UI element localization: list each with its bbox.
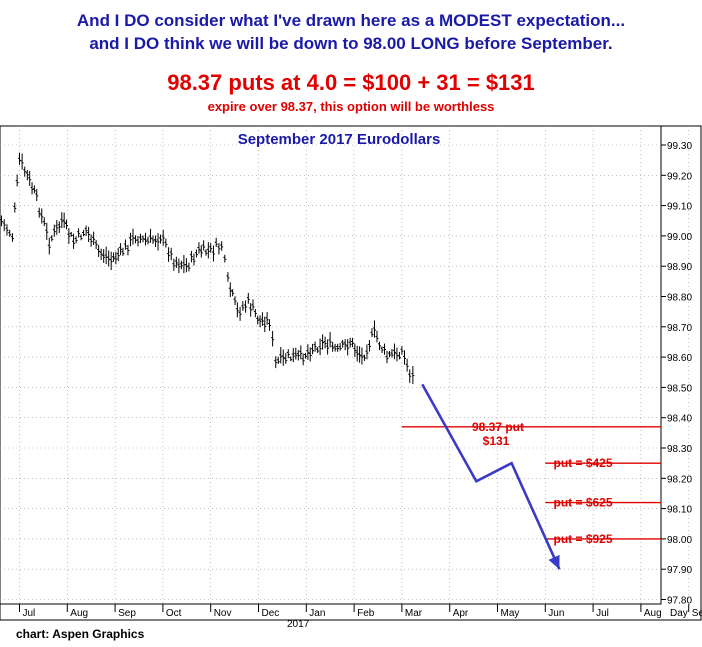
put-levels: 98.37 put$131 put = $425 put = $625 put = $…: [401, 420, 661, 546]
price-bars: [0, 152, 415, 385]
y-tick-label: 98.30: [667, 444, 692, 455]
x-tick-label: Mar: [405, 608, 423, 619]
x-tick-label: Jan: [309, 608, 325, 619]
y-tick-label: 98.40: [667, 414, 692, 425]
x-unit-label: Day: [670, 608, 688, 619]
headline-calculation: 98.37 puts at 4.0 = $100 + 31 = $131: [167, 70, 535, 95]
x-tick-label: Nov: [214, 608, 232, 619]
y-tick-label: 99.30: [667, 141, 692, 152]
y-tick-label: 98.80: [667, 293, 692, 304]
y-tick-label: 99.10: [667, 202, 692, 213]
y-tick-label: 99.20: [667, 171, 692, 182]
x-tick-label: Apr: [453, 608, 469, 619]
x-tick-label: Jun: [548, 608, 564, 619]
y-tick-label: 98.10: [667, 505, 692, 516]
y-axis-ticks: 99.30 99.20 99.10 99.00 98.90 98.80 98.70 98.60…: [661, 141, 692, 607]
projection-path: [421, 383, 561, 570]
put-level-label: put = $925: [553, 532, 612, 546]
x-tick-label: Jul: [23, 608, 36, 619]
headline-note: expire over 98.37, this option will be w…: [207, 99, 495, 114]
x-tick-label: Sep: [692, 608, 702, 619]
chart-title: September 2017 Eurodollars: [238, 131, 441, 148]
x-tick-label: Oct: [166, 608, 182, 619]
y-tick-label: 98.50: [667, 383, 692, 394]
y-tick-label: 98.90: [667, 262, 692, 273]
put-level-label: put = $625: [553, 496, 612, 510]
projection-arrowhead: [548, 554, 560, 570]
year-label: 2017: [287, 619, 310, 630]
x-axis-ticks: Jul Aug Sep Oct Nov Dec Jan Feb Mar Apr May Jun Jul A…: [19, 604, 702, 619]
put-level-premium: $131: [483, 434, 510, 448]
x-tick-label: Aug: [70, 608, 88, 619]
headline-line-1: And I DO consider what I've drawn here a…: [76, 11, 626, 30]
y-tick-label: 99.00: [667, 232, 692, 243]
y-tick-label: 98.00: [667, 535, 692, 546]
y-tick-label: 98.70: [667, 323, 692, 334]
x-tick-label: May: [501, 608, 520, 619]
projection-arrow: [421, 383, 561, 570]
y-tick-label: 98.60: [667, 353, 692, 364]
y-tick-label: 97.90: [667, 565, 692, 576]
x-tick-label: Jul: [596, 608, 609, 619]
headline-line-2: and I DO think we will be down to 98.00 …: [89, 34, 613, 53]
y-tick-label: 98.20: [667, 474, 692, 485]
y-tick-label: 97.80: [667, 596, 692, 607]
x-tick-label: Aug: [644, 608, 662, 619]
chart-source: chart: Aspen Graphics: [16, 627, 145, 641]
put-level-label: 98.37 put: [472, 420, 524, 434]
put-level-label: put = $425: [553, 456, 612, 470]
x-tick-label: Sep: [118, 608, 136, 619]
x-tick-label: Feb: [357, 608, 375, 619]
x-tick-label: Dec: [262, 608, 280, 619]
